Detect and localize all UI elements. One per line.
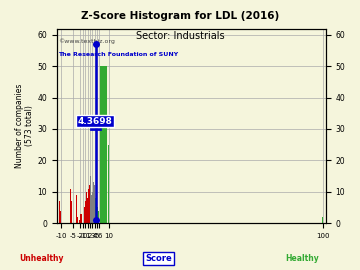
Bar (60, 211, 61, 223)
Text: Sector: Industrials: Sector: Industrials (136, 31, 224, 41)
Bar (108, 145, 109, 223)
Text: Healthy: Healthy (285, 254, 319, 263)
Bar (89, 185, 90, 223)
Bar (88, 188, 89, 223)
Bar (84, 207, 85, 223)
Text: ©www.textbiz.org: ©www.textbiz.org (58, 38, 115, 43)
Text: Z-Score Histogram for LDL (2016): Z-Score Histogram for LDL (2016) (81, 11, 279, 21)
Bar (76, 195, 77, 223)
Bar (85, 201, 86, 223)
Text: 4.3698: 4.3698 (78, 117, 113, 126)
Bar (93, 182, 94, 223)
Bar (77, 217, 78, 223)
Y-axis label: Number of companies
(573 total): Number of companies (573 total) (15, 84, 35, 168)
Bar (100, 66, 108, 223)
Bar (81, 214, 82, 223)
Bar (87, 160, 88, 223)
Bar (70, 188, 71, 223)
Bar (71, 201, 72, 223)
Text: Score: Score (145, 254, 172, 263)
Bar (322, 217, 323, 223)
Bar (91, 195, 92, 223)
Bar (96, 201, 97, 223)
Bar (94, 185, 95, 223)
Text: The Research Foundation of SUNY: The Research Foundation of SUNY (58, 52, 178, 57)
Bar (86, 192, 87, 223)
Bar (59, 201, 60, 223)
Bar (97, 207, 98, 223)
Text: Unhealthy: Unhealthy (19, 254, 64, 263)
Bar (95, 198, 96, 223)
Bar (98, 211, 99, 223)
Bar (79, 220, 80, 223)
